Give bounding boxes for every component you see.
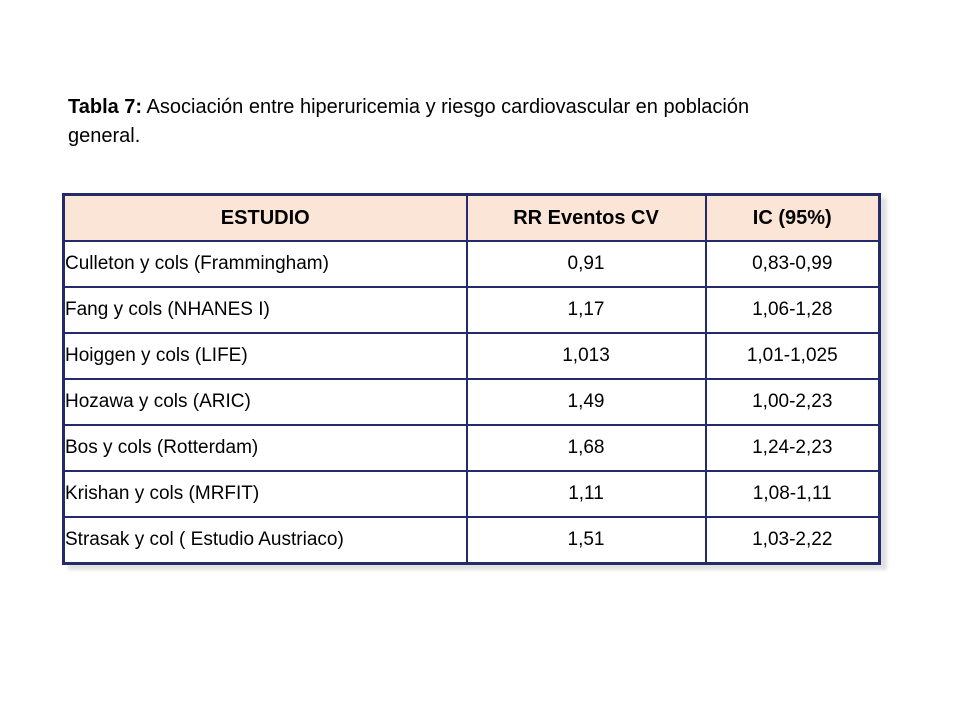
ic-cell: 1,03-2,22	[704, 516, 881, 565]
rr-cell: 1,17	[465, 286, 707, 334]
table-row: Krishan y cols (MRFIT) 1,11 1,08-1,11	[62, 470, 881, 518]
ic-cell: 1,06-1,28	[704, 286, 881, 334]
rr-cell: 1,68	[465, 424, 707, 472]
ic-cell: 1,00-2,23	[704, 378, 881, 426]
column-header-ic: IC (95%)	[704, 193, 881, 242]
studies-table: ESTUDIO RR Eventos CV IC (95%) Culleton …	[62, 193, 881, 565]
table-row: Hoiggen y cols (LIFE) 1,013 1,01-1,025	[62, 332, 881, 380]
study-cell: Hoiggen y cols (LIFE)	[62, 332, 468, 380]
rr-cell: 1,013	[465, 332, 707, 380]
study-cell: Culleton y cols (Frammingham)	[62, 240, 468, 288]
column-header-estudio: ESTUDIO	[62, 193, 468, 242]
study-cell: Krishan y cols (MRFIT)	[62, 470, 468, 518]
table-row: Culleton y cols (Frammingham) 0,91 0,83-…	[62, 240, 881, 288]
table-row: Bos y cols (Rotterdam) 1,68 1,24-2,23	[62, 424, 881, 472]
column-header-rr: RR Eventos CV	[465, 193, 707, 242]
ic-cell: 0,83-0,99	[704, 240, 881, 288]
study-cell: Fang y cols (NHANES I)	[62, 286, 468, 334]
rr-cell: 1,11	[465, 470, 707, 518]
title-label: Tabla 7:	[68, 96, 143, 118]
table-row: Hozawa y cols (ARIC) 1,49 1,00-2,23	[62, 378, 881, 426]
table-header-row: ESTUDIO RR Eventos CV IC (95%)	[62, 193, 881, 242]
rr-cell: 1,49	[465, 378, 707, 426]
rr-cell: 1,51	[465, 516, 707, 565]
rr-cell: 0,91	[465, 240, 707, 288]
ic-cell: 1,01-1,025	[704, 332, 881, 380]
study-cell: Strasak y col ( Estudio Austriaco)	[62, 516, 468, 565]
study-cell: Hozawa y cols (ARIC)	[62, 378, 468, 426]
title-text: Asociación entre hiperuricemia y riesgo …	[68, 96, 750, 147]
page-title: Tabla 7: Asociación entre hiperuricemia …	[68, 93, 792, 151]
table-row: Strasak y col ( Estudio Austriaco) 1,51 …	[62, 516, 881, 565]
table-row: Fang y cols (NHANES I) 1,17 1,06-1,28	[62, 286, 881, 334]
ic-cell: 1,24-2,23	[704, 424, 881, 472]
study-cell: Bos y cols (Rotterdam)	[62, 424, 468, 472]
ic-cell: 1,08-1,11	[704, 470, 881, 518]
